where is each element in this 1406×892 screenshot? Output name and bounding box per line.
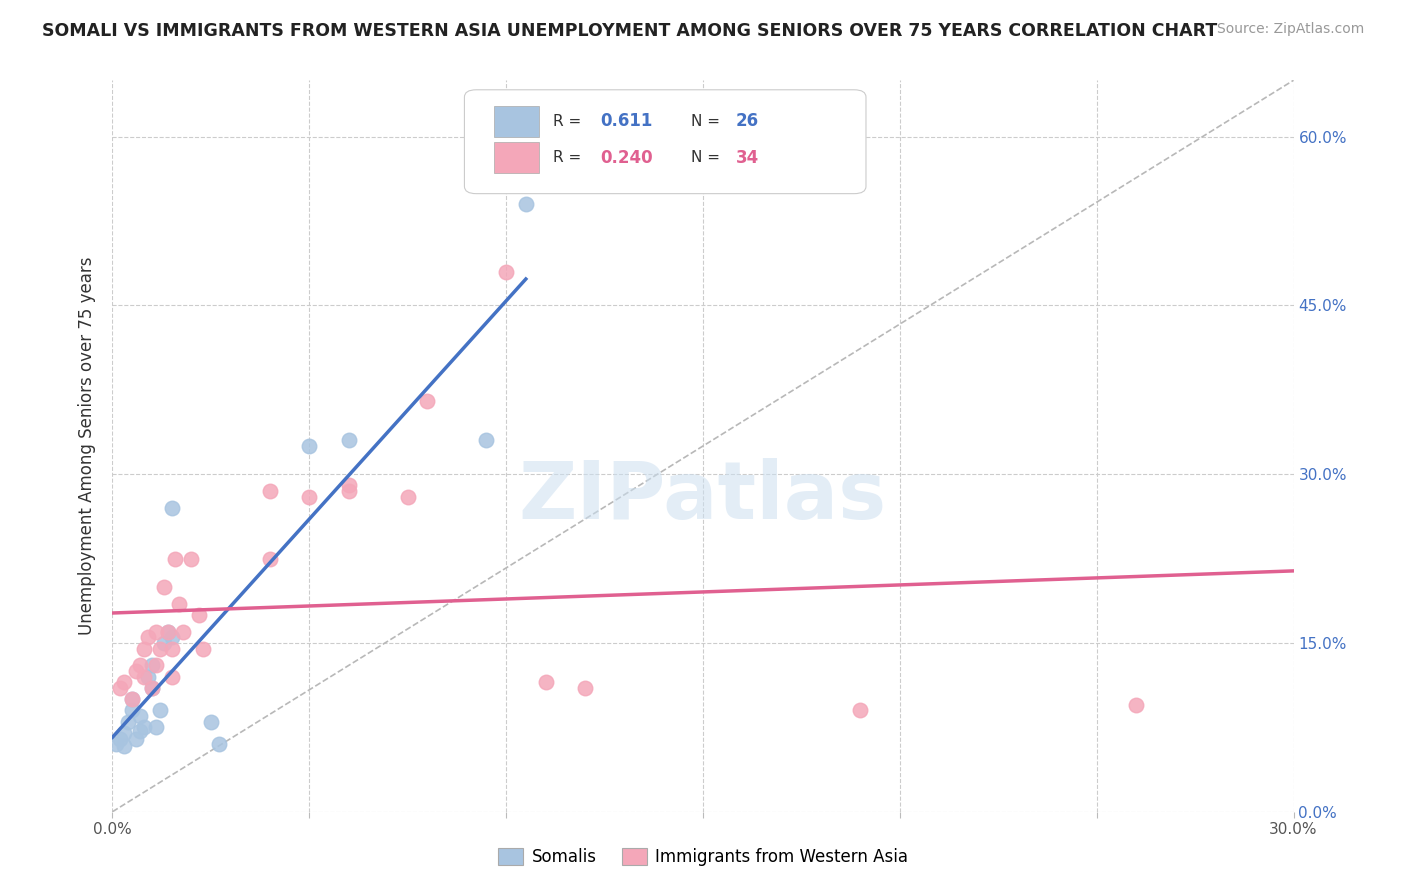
Point [145, 624, 167, 639]
Point [121, 703, 143, 717]
Point [396, 490, 419, 504]
Point [475, 434, 498, 448]
Point [152, 636, 174, 650]
Point [165, 551, 187, 566]
Point [136, 630, 159, 644]
Text: R =: R = [553, 114, 586, 128]
Point [156, 624, 179, 639]
Point [160, 670, 183, 684]
Legend: Somalis, Immigrants from Western Asia: Somalis, Immigrants from Western Asia [492, 841, 914, 873]
Text: SOMALI VS IMMIGRANTS FROM WESTERN ASIA UNEMPLOYMENT AMONG SENIORS OVER 75 YEARS : SOMALI VS IMMIGRANTS FROM WESTERN ASIA U… [42, 22, 1218, 40]
Point [259, 483, 281, 498]
Point [121, 692, 143, 706]
Point [117, 714, 139, 729]
Point [112, 726, 135, 740]
FancyBboxPatch shape [464, 90, 866, 194]
Point [169, 597, 191, 611]
Point [574, 681, 596, 695]
Text: N =: N = [692, 114, 725, 128]
Point [337, 483, 360, 498]
Point [337, 434, 360, 448]
Point [172, 624, 194, 639]
Point [208, 737, 231, 751]
Point [515, 197, 537, 211]
Point [200, 714, 222, 729]
Point [188, 607, 211, 622]
Point [149, 641, 172, 656]
Point [337, 478, 360, 492]
Point [416, 394, 439, 409]
Point [160, 641, 183, 656]
Point [132, 641, 155, 656]
Point [121, 692, 143, 706]
Point [259, 551, 281, 566]
Point [112, 739, 135, 754]
Point [141, 681, 163, 695]
Point [534, 675, 557, 690]
Point [298, 439, 321, 453]
Text: N =: N = [692, 151, 725, 165]
Text: 26: 26 [737, 112, 759, 130]
Text: 0.611: 0.611 [600, 112, 652, 130]
Point [160, 500, 183, 515]
Point [141, 658, 163, 673]
Text: 34: 34 [737, 149, 759, 167]
Y-axis label: Unemployment Among Seniors over 75 years: Unemployment Among Seniors over 75 years [77, 257, 96, 635]
Point [132, 720, 155, 734]
Text: Source: ZipAtlas.com: Source: ZipAtlas.com [1216, 22, 1364, 37]
Point [1125, 698, 1147, 712]
Point [110, 681, 132, 695]
Text: ZIPatlas: ZIPatlas [519, 458, 887, 536]
Point [156, 624, 179, 639]
Point [849, 703, 872, 717]
Point [136, 670, 159, 684]
Point [110, 731, 132, 746]
FancyBboxPatch shape [494, 143, 538, 173]
Point [152, 580, 174, 594]
Text: 0.240: 0.240 [600, 149, 652, 167]
Text: R =: R = [553, 151, 586, 165]
Point [149, 703, 172, 717]
Point [125, 731, 148, 746]
Point [141, 681, 163, 695]
Point [298, 490, 321, 504]
Point [129, 658, 152, 673]
Point [180, 551, 202, 566]
Point [495, 264, 517, 278]
Point [132, 670, 155, 684]
Point [129, 709, 152, 723]
Point [145, 658, 167, 673]
FancyBboxPatch shape [494, 106, 538, 136]
Point [105, 737, 128, 751]
Point [191, 641, 214, 656]
Point [125, 664, 148, 678]
Point [145, 720, 167, 734]
Point [129, 723, 152, 738]
Point [112, 675, 135, 690]
Point [160, 630, 183, 644]
